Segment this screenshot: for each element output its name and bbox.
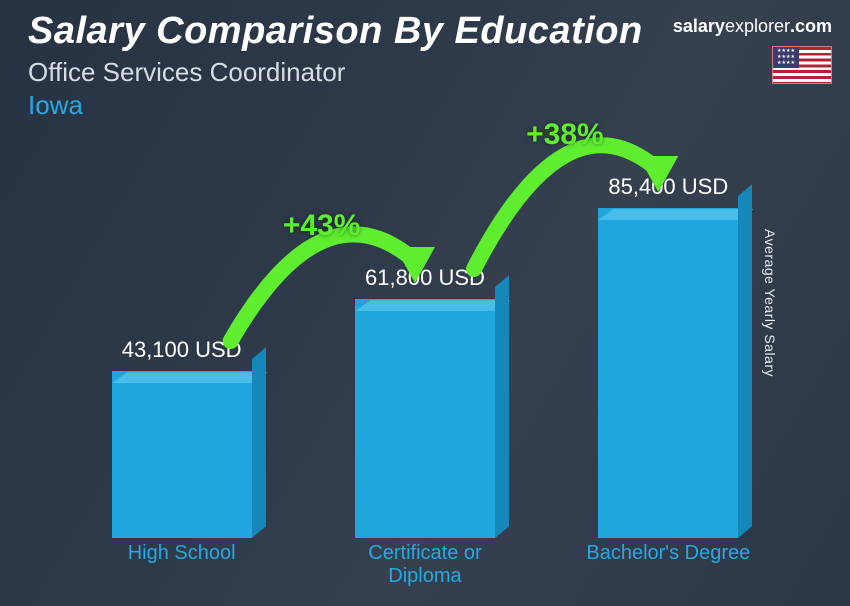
chart-subtitle: Office Services Coordinator bbox=[28, 57, 840, 88]
site-prefix: salary bbox=[673, 16, 725, 36]
chart-location: Iowa bbox=[28, 90, 840, 121]
site-mid: explorer bbox=[725, 16, 790, 36]
us-flag-icon bbox=[772, 46, 832, 84]
increase-arrow-icon bbox=[60, 140, 790, 594]
site-brand: salaryexplorer.com bbox=[673, 16, 832, 37]
increase-pct: +38% bbox=[526, 118, 604, 152]
bar-chart: 43,100 USD61,800 USD85,400 USD High Scho… bbox=[60, 140, 790, 594]
site-suffix: .com bbox=[790, 16, 832, 36]
